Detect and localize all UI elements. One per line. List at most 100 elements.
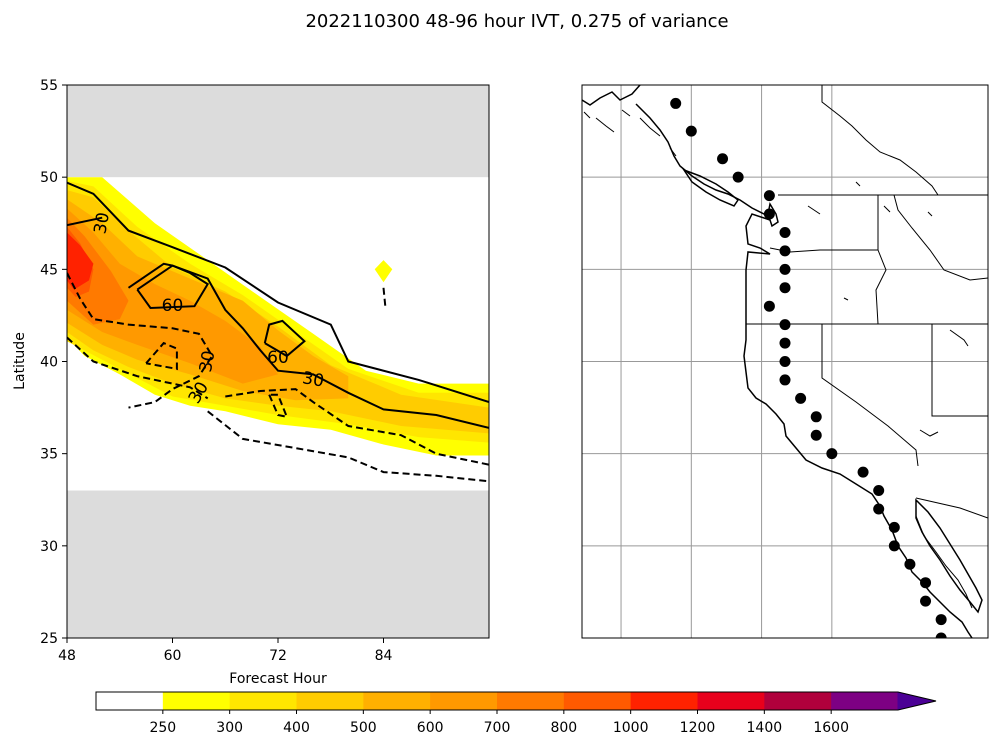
map-frame bbox=[581, 84, 989, 639]
contour-label: 30 bbox=[196, 349, 219, 374]
gridpoint-marker bbox=[685, 125, 697, 137]
colorbar-outline bbox=[95, 691, 937, 711]
y-tick-label: 25 bbox=[40, 631, 58, 647]
california-nevada-border bbox=[821, 324, 919, 467]
gridpoint-marker bbox=[717, 153, 729, 165]
coastal-islands bbox=[583, 109, 677, 157]
x-axis-ticks: 48 60 72 84 bbox=[58, 638, 392, 664]
colorbar-segment bbox=[296, 692, 364, 710]
gridpoint-marker bbox=[920, 577, 932, 589]
contour-label: 60 bbox=[162, 296, 184, 316]
gridpoint-marker bbox=[779, 282, 791, 294]
colorbar-tick-label: 1000 bbox=[613, 720, 649, 736]
negative-contour-line bbox=[382, 287, 387, 307]
colorbar-tick-label: 600 bbox=[417, 720, 444, 736]
masked-latitude-band bbox=[67, 85, 489, 178]
gridpoint-marker bbox=[779, 356, 791, 367]
contour-label: 30 bbox=[90, 211, 113, 236]
colorbar-segment bbox=[764, 692, 832, 710]
negative-contour-line bbox=[145, 341, 178, 371]
hovmoller-panel: 30 60 30 60 30 30 48 60 72 84 25 30 35 40 45 50 55 For… bbox=[12, 78, 490, 687]
gridpoint-marker bbox=[763, 208, 775, 220]
x-tick-label: 48 bbox=[58, 648, 76, 664]
colorbar-segment bbox=[697, 692, 765, 710]
positive-contour-line bbox=[263, 319, 306, 358]
ivt-filled-region bbox=[67, 208, 278, 384]
y-tick-label: 55 bbox=[40, 78, 58, 94]
contour-label: 30 bbox=[301, 368, 326, 391]
contour-label: 60 bbox=[267, 348, 289, 368]
colorbar-tick-label: 1200 bbox=[680, 720, 716, 736]
lakes bbox=[807, 181, 969, 437]
masked-latitude-band bbox=[67, 490, 489, 638]
baja-east-coast bbox=[915, 515, 973, 609]
gridpoint-marker bbox=[779, 245, 791, 257]
gridpoint-layer bbox=[670, 97, 947, 638]
gridpoint-marker bbox=[732, 171, 744, 183]
colorbar-tick-label: 800 bbox=[550, 720, 577, 736]
gulf-of-california bbox=[915, 498, 983, 614]
colorbar-extend-arrow bbox=[897, 692, 936, 710]
negative-contour-line bbox=[207, 410, 489, 483]
gridpoint-marker bbox=[826, 448, 838, 460]
map-geography bbox=[582, 85, 983, 638]
y-tick-label: 30 bbox=[40, 539, 58, 555]
colorbar-segment bbox=[563, 692, 632, 710]
colorbar-tick-label: 250 bbox=[149, 720, 176, 736]
colorbar-segment bbox=[162, 692, 231, 710]
negative-contour-line bbox=[67, 272, 214, 409]
x-tick-label: 84 bbox=[375, 648, 393, 664]
us-mexico-border bbox=[915, 497, 988, 519]
gridpoint-marker bbox=[810, 411, 822, 423]
positive-contour-line bbox=[67, 216, 103, 227]
x-tick-label: 72 bbox=[269, 648, 287, 664]
colorbar-tick-label: 1600 bbox=[813, 720, 849, 736]
gridpoint-marker bbox=[857, 466, 869, 478]
y-axis-label: Latitude bbox=[12, 332, 28, 390]
gridpoint-marker bbox=[873, 485, 885, 497]
figure-title: 2022110300 48-96 hour IVT, 0.275 of vari… bbox=[305, 11, 728, 32]
gridpoint-marker bbox=[779, 263, 791, 275]
map-borders bbox=[746, 85, 988, 519]
positive-contour-line bbox=[136, 264, 210, 310]
colorbar-tick-label: 1400 bbox=[747, 720, 783, 736]
masked-region-layer bbox=[67, 85, 489, 638]
colorbar-tick-label: 300 bbox=[216, 720, 243, 736]
gridpoint-marker bbox=[763, 190, 775, 202]
colorbar-ticks: 250 300 400 500 600 700 800 1000 1200 1400 1600 bbox=[149, 710, 849, 736]
colorbar-segment bbox=[630, 692, 698, 710]
y-tick-label: 35 bbox=[40, 447, 58, 463]
gridpoint-marker bbox=[810, 429, 822, 441]
gridpoint-marker bbox=[795, 392, 807, 404]
canada-provinces bbox=[821, 85, 939, 196]
colorbar-segment bbox=[831, 692, 899, 710]
idaho-montana-border bbox=[893, 194, 988, 281]
x-axis-label: Forecast Hour bbox=[229, 671, 327, 687]
colorbar-tick-label: 400 bbox=[283, 720, 310, 736]
colorbar: 250 300 400 500 600 700 800 1000 1200 1400 1600 bbox=[95, 691, 937, 736]
gridpoint-marker bbox=[888, 521, 900, 533]
gridpoint-marker bbox=[763, 300, 775, 312]
gridpoint-marker bbox=[670, 97, 682, 109]
colorbar-segment bbox=[229, 692, 297, 710]
contour-layer bbox=[67, 181, 489, 483]
gridpoint-marker bbox=[920, 595, 932, 607]
colorbar-tick-label: 700 bbox=[484, 720, 511, 736]
y-axis-ticks: 25 30 35 40 45 50 55 bbox=[40, 78, 67, 647]
gridpoint-marker bbox=[779, 337, 791, 349]
ivt-filled-region bbox=[67, 190, 489, 434]
map-panel bbox=[581, 84, 989, 639]
gridpoint-marker bbox=[935, 632, 947, 638]
colorbar-segment bbox=[363, 692, 431, 710]
coastline bbox=[582, 85, 973, 638]
gridpoint-marker bbox=[904, 558, 916, 570]
colorbar-segment bbox=[96, 692, 164, 710]
colorbar-tick-label: 500 bbox=[350, 720, 377, 736]
positive-contour-line bbox=[67, 181, 489, 404]
x-tick-label: 60 bbox=[164, 648, 182, 664]
vancouver-island bbox=[682, 168, 740, 207]
gridpoint-marker bbox=[873, 503, 885, 515]
y-tick-label: 45 bbox=[40, 262, 58, 278]
nevada-utah-border bbox=[931, 324, 988, 417]
